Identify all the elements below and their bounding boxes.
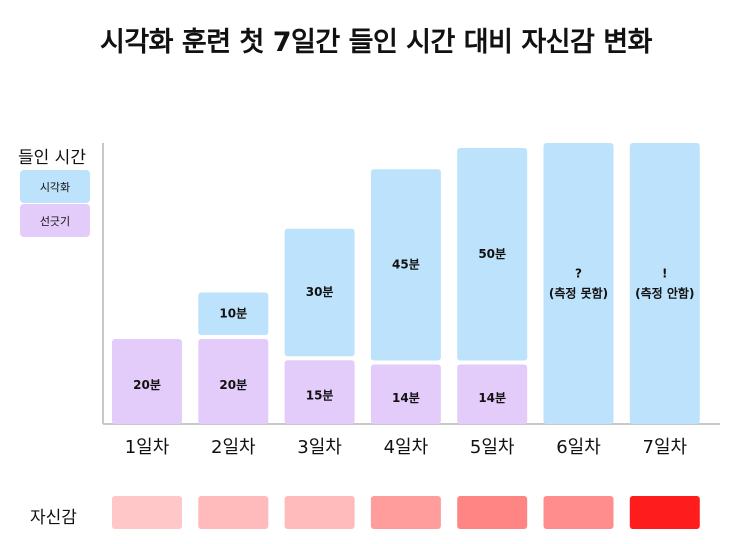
- confidence-cell: [112, 496, 182, 529]
- chart-title: 시각화 훈련 첫 7일간 들인 시간 대비 자신감 변화: [100, 27, 652, 58]
- bar-label-line-drawing: 20분: [133, 378, 161, 392]
- confidence-cell: [629, 496, 700, 529]
- bar-visualization: [370, 169, 441, 361]
- bar-label-visualization: 45분: [392, 257, 420, 271]
- bar-unmeasured-mark: ?: [575, 267, 582, 281]
- confidence-cell: [370, 496, 441, 529]
- bar-visualization: [198, 292, 269, 335]
- x-tick-label: 2일차: [211, 437, 256, 458]
- bar-visualization: [457, 148, 528, 361]
- confidence-cell: [543, 496, 614, 529]
- bar-unmeasured-note: (측정 못함): [549, 286, 608, 301]
- legend-item-visualization: 시각화: [20, 170, 90, 203]
- bar-visualization: [284, 228, 355, 357]
- bar-label-visualization: 30분: [306, 285, 334, 299]
- bar-line-drawing: [370, 364, 441, 424]
- bar-line-drawing: [284, 360, 355, 424]
- bar-unmeasured-note: (측정 안함): [635, 286, 694, 301]
- bar-line-drawing: [457, 364, 528, 424]
- confidence-cell: [198, 496, 269, 529]
- bar-label-line-drawing: 20분: [219, 378, 247, 392]
- bar-label-line-drawing: 14분: [478, 391, 506, 405]
- bar-label-line-drawing: 14분: [392, 391, 420, 405]
- bar-label-line-drawing: 15분: [306, 389, 334, 403]
- bar-line-drawing: [198, 339, 269, 424]
- bar-line-drawing: [112, 339, 182, 424]
- legend-item-line-drawing: 선긋기: [20, 204, 90, 237]
- x-tick-label: 4일차: [384, 437, 429, 458]
- x-tick-label: 1일차: [125, 437, 170, 458]
- x-tick-label: 7일차: [643, 437, 688, 458]
- x-tick-label: 6일차: [556, 437, 601, 458]
- confidence-row-label: 자신감: [30, 508, 77, 528]
- x-tick-label: 3일차: [297, 437, 342, 458]
- bar-unmeasured: [629, 143, 700, 424]
- bar-unmeasured-mark: !: [662, 267, 667, 281]
- legend-title: 들인 시간: [18, 148, 86, 168]
- bar-label-visualization: 50분: [478, 247, 506, 261]
- bar-unmeasured: [543, 143, 614, 424]
- confidence-cell: [284, 496, 355, 529]
- bar-label-visualization: 10분: [219, 306, 247, 320]
- confidence-cell: [457, 496, 528, 529]
- x-tick-label: 5일차: [470, 437, 515, 458]
